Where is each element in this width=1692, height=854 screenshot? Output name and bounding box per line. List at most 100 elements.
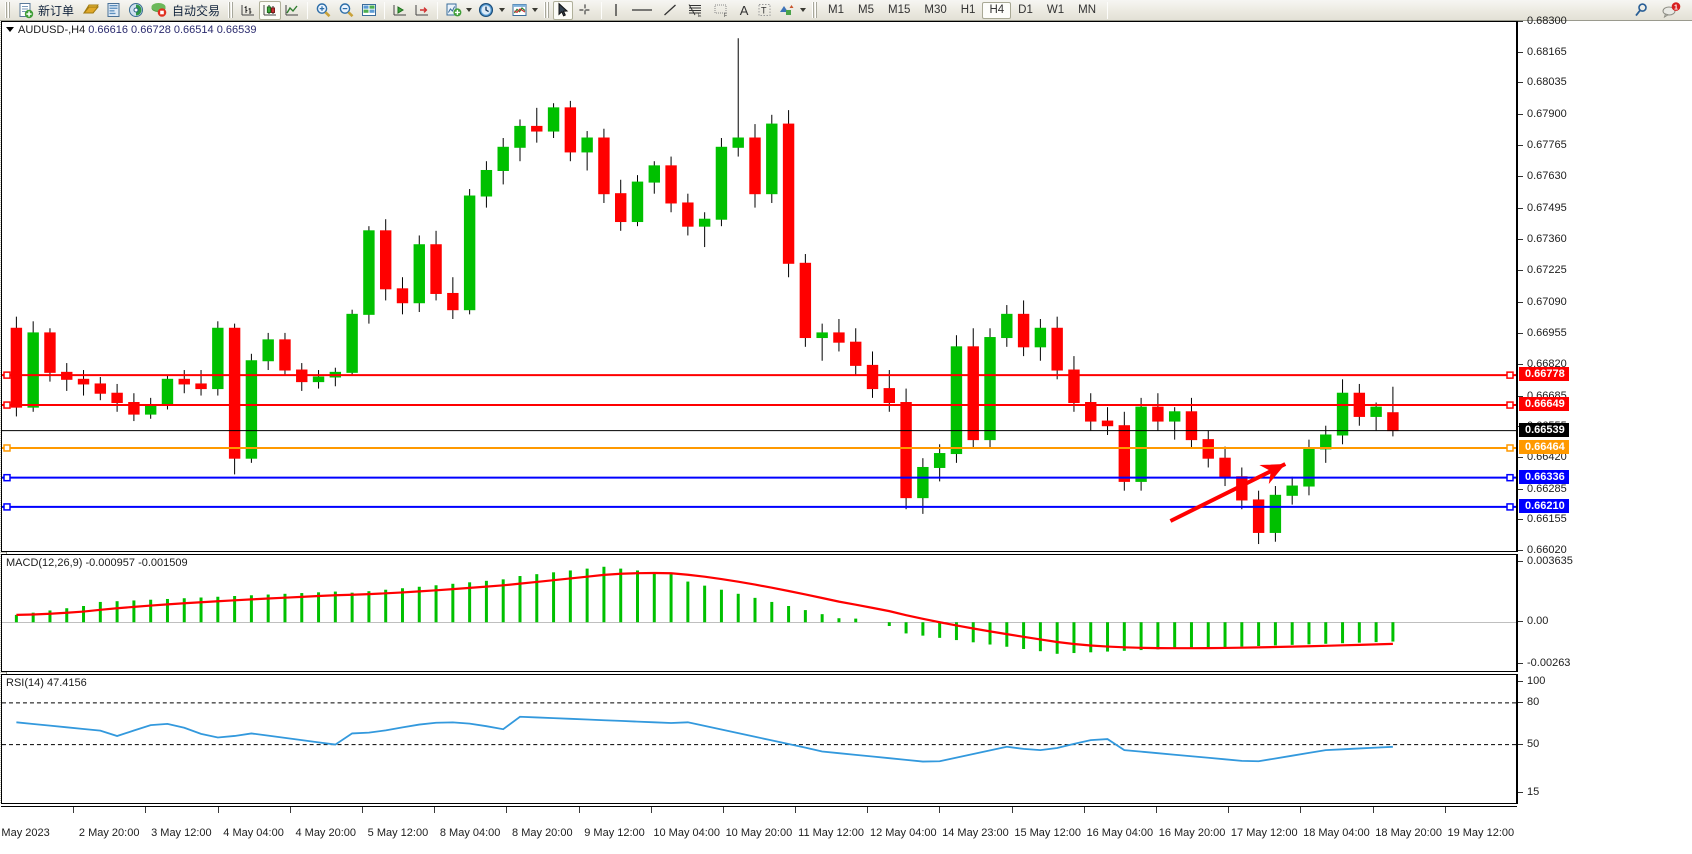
symbol-header: AUDUSD-,H4 <box>18 24 86 36</box>
market-watch-button[interactable] <box>103 1 125 20</box>
horizontal-line-icon <box>632 9 653 11</box>
new-order-icon <box>19 2 34 18</box>
text-label-button[interactable]: A <box>739 2 749 18</box>
price-tick: 0.66285 <box>1518 483 1567 495</box>
price-tick: 0.68165 <box>1518 46 1567 58</box>
shapes-dropdown-caret[interactable] <box>800 8 807 12</box>
price-tick: 0.66020 <box>1518 544 1567 556</box>
time-label: 4 May 04:00 <box>223 827 284 839</box>
timeframe-w1[interactable]: W1 <box>1046 4 1065 16</box>
trendline-icon <box>664 4 676 16</box>
macd-scale[interactable]: 0.003635 0.00 -0.00263 <box>1517 554 1692 672</box>
search-button[interactable] <box>1630 1 1652 20</box>
timeframe-m1[interactable]: M1 <box>828 4 845 16</box>
toolbar-separator-1 <box>307 1 309 19</box>
timeframe-m30[interactable]: M30 <box>924 4 947 16</box>
horizontal-line-button[interactable] <box>626 1 658 20</box>
price-level-resistance-lower[interactable]: 0.66649 <box>1519 397 1569 412</box>
toolbar-grip-4[interactable] <box>812 2 819 18</box>
zoom-out-button[interactable] <box>335 1 358 20</box>
rsi-plot-layer <box>2 702 1516 763</box>
time-tick <box>217 807 219 813</box>
price-level-support-lower[interactable]: 0.66210 <box>1519 498 1569 513</box>
time-tick <box>722 807 724 813</box>
price-tick: 0.67765 <box>1518 139 1567 151</box>
crosshair-icon <box>579 4 591 16</box>
time-tick <box>1156 807 1158 813</box>
rsi-scale[interactable]: 100 80 50 15 <box>1517 674 1692 804</box>
cursor-button[interactable] <box>553 0 574 20</box>
zoom-in-icon <box>316 3 331 18</box>
autotrading-button[interactable]: 自动交易 <box>147 1 225 20</box>
macd-plot-layer <box>2 566 1516 654</box>
new-order-button[interactable]: 新订单 <box>14 1 79 20</box>
navigator-icon <box>129 3 144 17</box>
time-label: 2 May 2023 <box>0 827 50 839</box>
symbol-dropdown-caret[interactable] <box>6 27 14 32</box>
bar-chart-button[interactable] <box>237 1 259 20</box>
rsi-pane[interactable]: RSI(14) 47.4156 <box>1 674 1517 804</box>
price-tick: 0.67495 <box>1518 202 1567 214</box>
auto-scroll-button[interactable] <box>411 1 433 20</box>
macd-pane[interactable]: MACD(12,26,9) -0.000957 -0.001509 <box>1 554 1517 672</box>
toolbar-grip-2[interactable] <box>228 2 235 18</box>
toolbar-separator-2 <box>384 1 386 19</box>
periods-dropdown-caret[interactable] <box>499 8 506 12</box>
text-object-button[interactable]: T <box>754 1 775 20</box>
crosshair-button[interactable] <box>573 1 597 20</box>
macd-tick: -0.00263 <box>1518 657 1570 669</box>
templates-button[interactable] <box>508 1 541 20</box>
timeframe-m15[interactable]: M15 <box>888 4 911 16</box>
vertical-line-button[interactable] <box>606 1 626 20</box>
templates-dropdown-caret[interactable] <box>532 8 539 12</box>
time-label: 5 May 12:00 <box>367 827 429 839</box>
time-axis[interactable]: 2 May 2023 2 May 20:00 3 May 12:00 4 May 04… <box>0 806 1517 852</box>
time-label: 18 May 20:00 <box>1375 827 1442 839</box>
zoom-in-button[interactable] <box>312 1 335 20</box>
time-label: 8 May 04:00 <box>439 827 501 839</box>
auto-scroll-icon <box>415 5 429 16</box>
price-scale[interactable]: 0.68300 0.68165 0.68035 0.67900 0.67765 0.676… <box>1517 15 1692 556</box>
trendline-button[interactable] <box>658 1 682 20</box>
line-chart-button[interactable] <box>281 1 303 20</box>
chart-shift-button[interactable] <box>389 1 411 20</box>
time-tick <box>1083 807 1085 813</box>
timeframe-d1[interactable]: D1 <box>1018 4 1033 16</box>
time-label: 11 May 12:00 <box>798 827 865 839</box>
shapes-button[interactable] <box>775 1 809 20</box>
profiles-button[interactable] <box>79 1 103 20</box>
price-level-support-upper[interactable]: 0.66336 <box>1519 469 1569 484</box>
indicators-dropdown-caret[interactable] <box>466 8 473 12</box>
data-window-button[interactable] <box>358 1 380 20</box>
timeframe-m5[interactable]: M5 <box>858 4 874 16</box>
fibonacci-button[interactable]: E <box>682 1 708 20</box>
candlestick-icon <box>263 5 277 16</box>
periods-button[interactable] <box>475 1 508 20</box>
time-tick <box>867 807 869 813</box>
toolbar-grip-3[interactable] <box>544 2 551 18</box>
price-pane[interactable]: AUDUSD-,H4 0.66616 0.66728 0.66514 0.6653… <box>1 21 1517 552</box>
bar-chart-icon <box>241 5 255 16</box>
candlestick-chart-button[interactable] <box>259 0 282 20</box>
price-level-pivot[interactable]: 0.66464 <box>1519 439 1569 454</box>
timeframe-h4[interactable]: H4 <box>982 1 1012 19</box>
time-tick <box>1300 807 1302 813</box>
rsi-tick: 80 <box>1518 696 1539 708</box>
time-label: 16 May 20:00 <box>1158 827 1226 839</box>
price-level-resistance-upper[interactable]: 0.66778 <box>1519 367 1569 382</box>
alerts-button[interactable]: 1 <box>1658 1 1684 20</box>
navigator-button[interactable] <box>125 1 147 20</box>
search-icon <box>1635 3 1647 17</box>
time-label: 8 May 20:00 <box>512 827 573 839</box>
price-level-last-price[interactable]: 0.66539 <box>1519 422 1569 437</box>
price-tick: 0.67360 <box>1518 233 1567 245</box>
time-tick <box>1444 807 1446 813</box>
toolbar-grip[interactable] <box>5 2 11 18</box>
time-label: 17 May 12:00 <box>1230 827 1298 839</box>
timeframe-mn[interactable]: MN <box>1078 4 1096 16</box>
timeframe-h1[interactable]: H1 <box>960 4 976 16</box>
price-tick: 0.67225 <box>1518 264 1567 276</box>
channel-button[interactable]: F <box>708 1 734 20</box>
indicators-button[interactable] <box>442 1 475 20</box>
